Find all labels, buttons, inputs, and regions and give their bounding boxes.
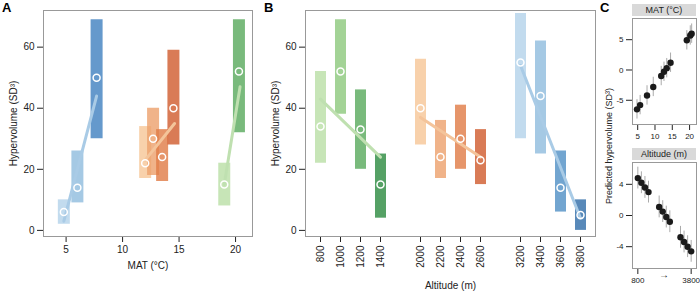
svg-text:MAT (°C): MAT (°C)	[128, 260, 169, 271]
svg-text:40: 40	[285, 102, 297, 113]
html-text:Altitude (m): Altitude (m)	[641, 149, 687, 159]
svg-text:2400: 2400	[455, 245, 466, 268]
svg-text:20: 20	[685, 132, 694, 140]
svg-text:2000: 2000	[415, 245, 426, 268]
svg-text:5: 5	[619, 35, 624, 44]
svg-text:10: 10	[651, 132, 660, 140]
html-text:A: A	[2, 0, 12, 15]
svg-text:1400: 1400	[375, 245, 386, 268]
svg-text:1200: 1200	[355, 245, 366, 268]
svg-text:800: 800	[631, 276, 645, 284]
svg-text:0: 0	[619, 211, 624, 220]
html-text:MAT (°C): MAT (°C)	[645, 5, 683, 15]
svg-text:20: 20	[285, 164, 297, 175]
svg-text:3600: 3600	[555, 245, 566, 268]
svg-text:40: 40	[23, 102, 35, 113]
svg-text:-4: -4	[616, 242, 624, 251]
svg-text:Altitude (m): Altitude (m)	[425, 280, 476, 291]
svg-text:2600: 2600	[475, 245, 486, 268]
svg-text:0: 0	[291, 225, 297, 236]
svg-text:60: 60	[23, 41, 35, 52]
svg-text:15: 15	[668, 132, 677, 140]
svg-text:3800: 3800	[575, 245, 586, 268]
svg-text:3200: 3200	[515, 245, 526, 268]
svg-text:3800: 3800	[682, 276, 700, 284]
svg-text:10: 10	[117, 244, 129, 255]
svg-text:2200: 2200	[435, 245, 446, 268]
svg-text:-5: -5	[616, 96, 624, 105]
svg-text:20: 20	[23, 164, 35, 175]
html-text:B: B	[264, 0, 274, 15]
svg-text:0: 0	[619, 66, 624, 75]
html-text:C: C	[600, 0, 610, 15]
html-text:Predicted hypervolume (SD³): Predicted hypervolume (SD³)	[604, 88, 614, 204]
svg-text:1000: 1000	[335, 245, 346, 268]
svg-text:800: 800	[315, 245, 326, 262]
svg-text:Hypervolume (SD³): Hypervolume (SD³)	[8, 81, 19, 167]
svg-text:60: 60	[285, 41, 297, 52]
svg-text:3400: 3400	[535, 245, 546, 268]
svg-text:Hypervolume (SD³): Hypervolume (SD³)	[270, 81, 281, 167]
svg-text:4: 4	[619, 180, 624, 189]
svg-text:0: 0	[29, 225, 35, 236]
svg-text:5: 5	[63, 244, 69, 255]
svg-text:20: 20	[230, 244, 242, 255]
svg-text:5: 5	[635, 132, 640, 140]
svg-text:15: 15	[174, 244, 186, 255]
